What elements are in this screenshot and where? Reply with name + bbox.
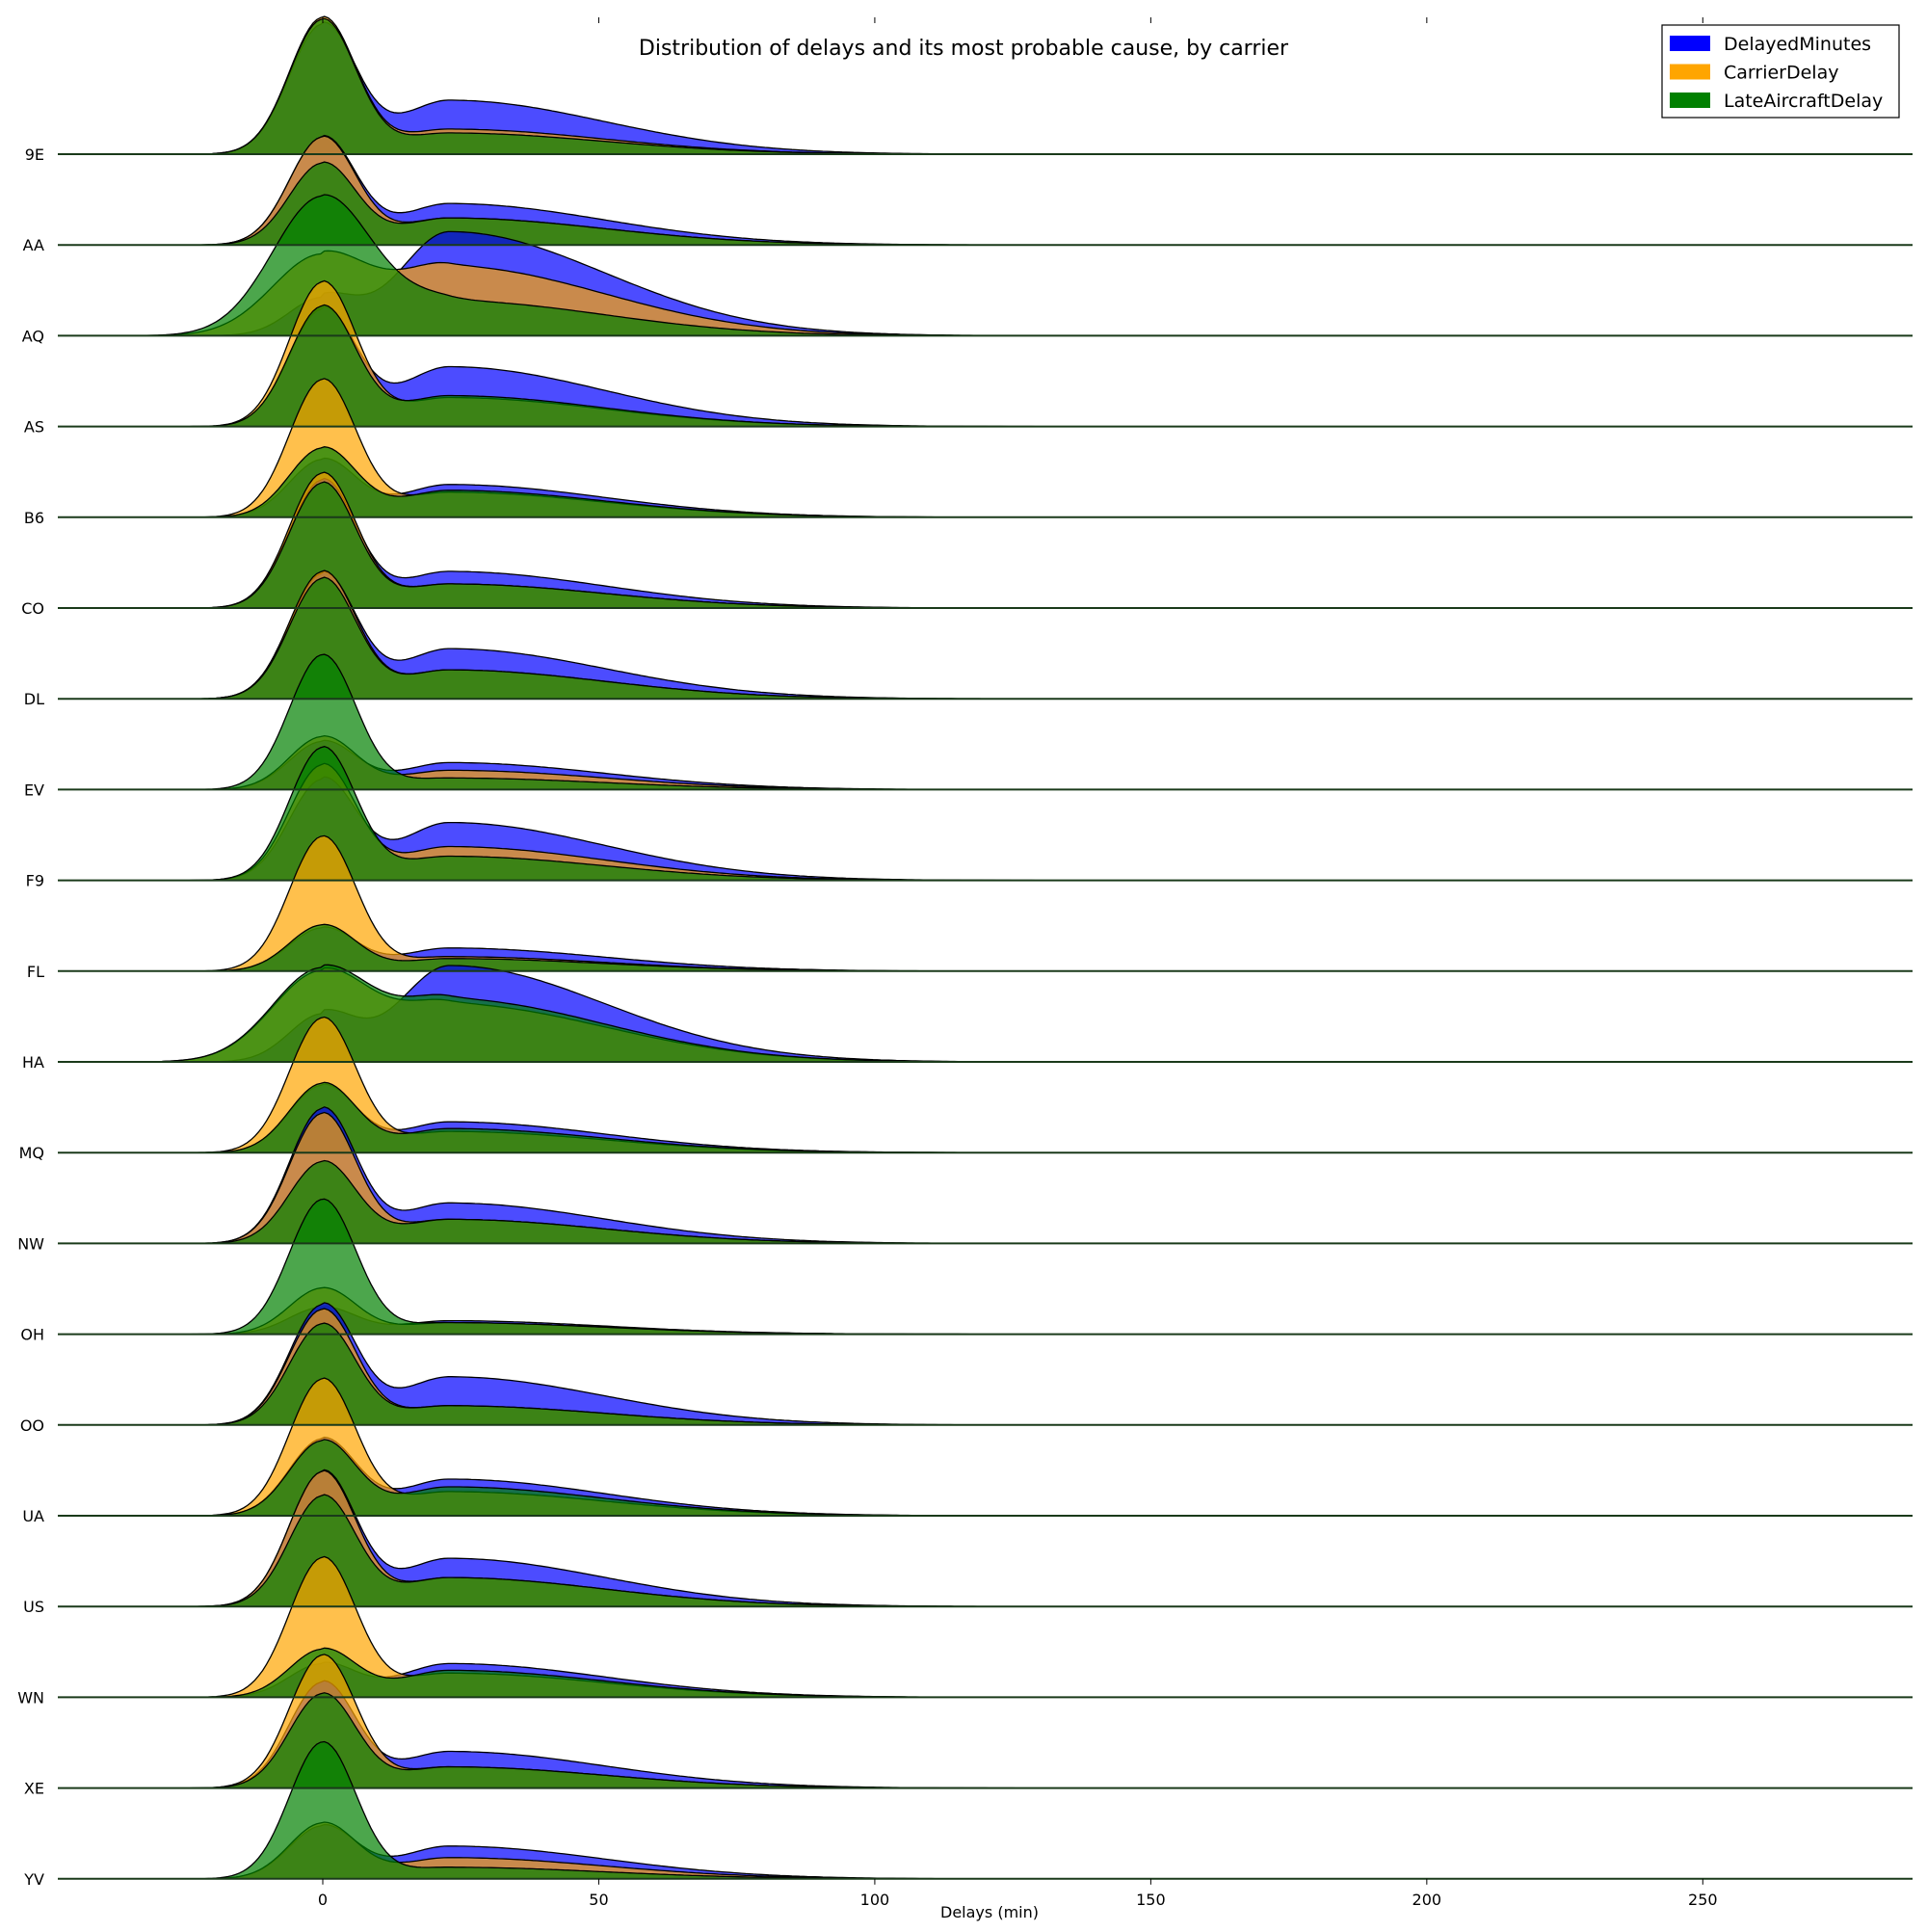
ridge-FL bbox=[58, 834, 1913, 972]
x-axis: 0 50 100 150 200 250 bbox=[318, 17, 1718, 1909]
chart-title: Distribution of delays and its most prob… bbox=[639, 37, 1289, 61]
legend-swatch-LateAircraftDelay bbox=[1670, 93, 1710, 108]
ridge-YV bbox=[58, 1740, 1913, 1880]
x-axis-label: Delays (min) bbox=[940, 1903, 1039, 1921]
category-label: AQ bbox=[22, 327, 44, 345]
category-label: AS bbox=[24, 418, 44, 437]
category-labels: 9E AA AQ AS B6 CO DL EV F9 FL HA MQ NW OH OO UA US WN XE YV bbox=[17, 146, 44, 1889]
ridges-group bbox=[58, 15, 1913, 1880]
category-label: 9E bbox=[25, 146, 44, 164]
category-label: OH bbox=[20, 1326, 44, 1344]
category-label: US bbox=[23, 1598, 44, 1616]
category-label: F9 bbox=[26, 872, 44, 890]
category-label: OO bbox=[20, 1416, 44, 1435]
legend: DelayedMinutes CarrierDelay LateAircraftDe… bbox=[1661, 24, 1900, 119]
x-tick-label: 150 bbox=[1136, 1891, 1166, 1909]
ridge-YV-LateAircraftDelay bbox=[58, 1740, 1913, 1880]
category-label: AA bbox=[23, 236, 44, 254]
category-label: HA bbox=[22, 1053, 44, 1072]
x-tick-label: 100 bbox=[860, 1891, 890, 1909]
baselines-group bbox=[58, 153, 1913, 1880]
legend-swatch-DelayedMinutes bbox=[1670, 36, 1710, 51]
x-tick-label: 200 bbox=[1412, 1891, 1442, 1909]
category-label: MQ bbox=[19, 1144, 44, 1162]
category-label: B6 bbox=[24, 509, 44, 527]
legend-label-LateAircraftDelay: LateAircraftDelay bbox=[1724, 91, 1883, 112]
category-label: FL bbox=[27, 963, 44, 981]
category-label: NW bbox=[17, 1234, 44, 1253]
x-tick-label: 50 bbox=[589, 1891, 608, 1909]
category-label: DL bbox=[24, 690, 44, 708]
ridge-FL-LateAircraftDelay bbox=[58, 923, 1913, 972]
x-tick-label: 250 bbox=[1688, 1891, 1718, 1909]
category-label: UA bbox=[22, 1507, 44, 1525]
legend-swatch-CarrierDelay bbox=[1670, 64, 1710, 80]
category-label: CO bbox=[21, 599, 44, 618]
category-label: EV bbox=[24, 781, 44, 799]
x-tick-label: 0 bbox=[318, 1891, 328, 1909]
category-label: WN bbox=[17, 1688, 44, 1707]
legend-label-DelayedMinutes: DelayedMinutes bbox=[1724, 34, 1871, 55]
category-label: YV bbox=[23, 1870, 44, 1889]
legend-label-CarrierDelay: CarrierDelay bbox=[1724, 63, 1838, 84]
category-label: XE bbox=[24, 1780, 44, 1798]
